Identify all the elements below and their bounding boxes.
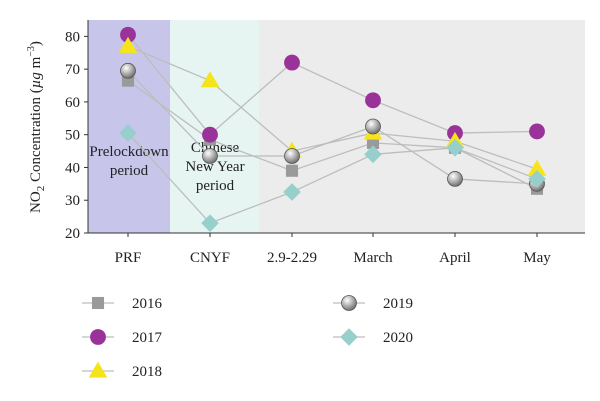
y-tick-label: 50	[65, 128, 80, 144]
period-band-3	[259, 20, 585, 233]
legend-marker-2017	[90, 329, 106, 345]
x-tick-label: March	[353, 250, 393, 266]
y-tick-label: 80	[65, 29, 80, 45]
y-tick-label: 40	[65, 160, 80, 176]
point-2017-March	[365, 92, 381, 109]
point-2019-2.9-2.29	[284, 148, 300, 164]
series-line-2020	[127, 132, 538, 224]
legend-label-2018: 2018	[132, 364, 162, 380]
point-2020-May	[528, 170, 546, 188]
legend-label-2020: 2020	[383, 330, 413, 346]
point-2019-April	[447, 171, 463, 187]
legend-label-2017: 2017	[132, 330, 163, 346]
series-line-2017	[127, 34, 538, 136]
y-tick-label: 30	[65, 193, 80, 209]
legend-label-2016: 2016	[132, 296, 163, 312]
point-2019-March	[365, 118, 381, 135]
x-tick-label: PRF	[115, 250, 142, 266]
point-2017-2.9-2.29	[284, 54, 300, 71]
point-2017-PRF	[120, 26, 136, 43]
point-2020-2.9-2.29	[283, 183, 301, 201]
y-tick-label: 60	[65, 95, 80, 111]
series-line-2019	[127, 70, 538, 185]
legend-marker-2019	[341, 295, 357, 311]
legend-label-2019: 2019	[383, 296, 413, 312]
point-2018-CNYF	[200, 71, 220, 88]
y-axis-label: NO2 Concentration (µg m−3)	[26, 41, 47, 213]
y-tick-label: 70	[65, 62, 80, 78]
point-2018-PRF	[118, 36, 138, 53]
point-2016-2.9-2.29	[285, 164, 299, 177]
point-2020-March	[364, 145, 382, 164]
series-line-2018	[127, 45, 538, 170]
point-2020-PRF	[119, 124, 137, 142]
point-2019-CNYF	[202, 148, 218, 164]
legend-marker-2020	[340, 328, 358, 346]
x-tick-label: May	[523, 250, 551, 266]
point-2018-May	[527, 159, 547, 176]
x-tick-label: April	[439, 250, 471, 266]
legend-marker-2018	[88, 361, 108, 378]
point-2017-May	[529, 123, 545, 140]
point-2016-March	[366, 136, 380, 149]
point-2019-PRF	[120, 62, 136, 79]
point-2017-CNYF	[202, 126, 218, 143]
series-line-2016	[127, 80, 538, 190]
point-2020-CNYF	[201, 214, 219, 232]
period-band-2	[170, 20, 259, 233]
period-label-2: Chinese New Year period	[185, 140, 244, 194]
x-tick-label: 2.9-2.29	[267, 250, 317, 266]
x-tick-label: CNYF	[190, 250, 230, 266]
y-tick-label: 20	[65, 226, 80, 242]
point-2020-April	[446, 139, 464, 157]
legend-marker-2016	[91, 296, 105, 310]
